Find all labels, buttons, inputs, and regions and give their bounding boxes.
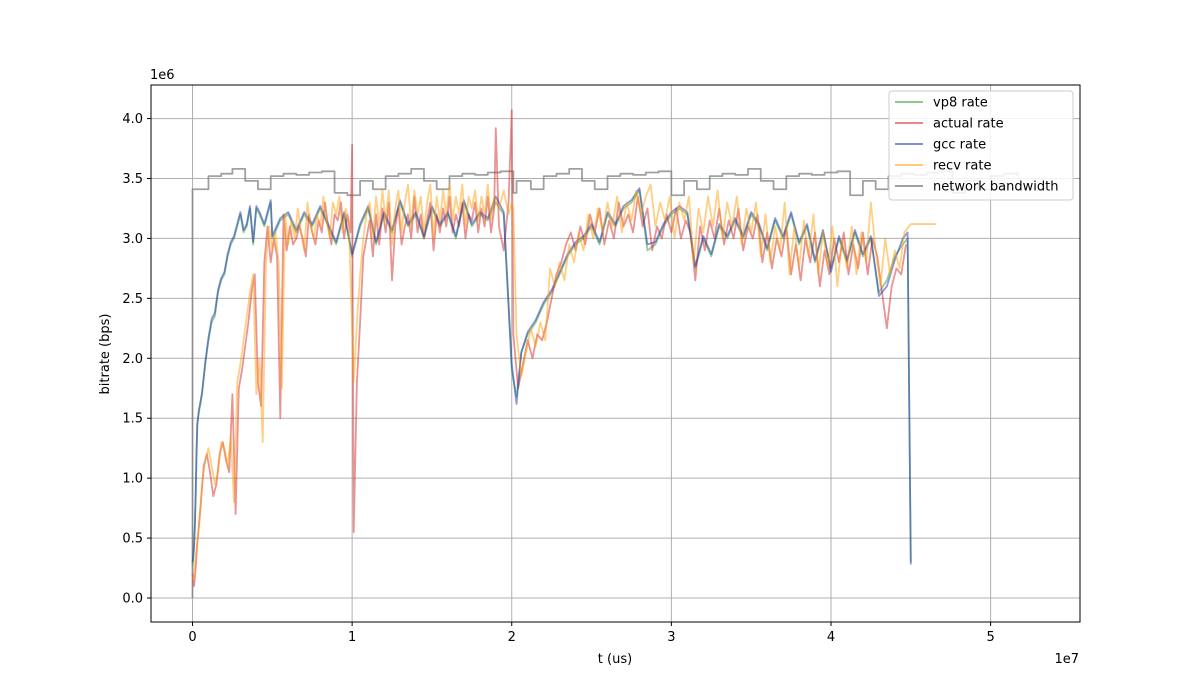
y-offset-label: 1e6	[150, 68, 175, 83]
y-tick-label: 0.0	[122, 592, 143, 607]
x-tick-label: 4	[827, 630, 835, 645]
x-tick-label: 0	[188, 630, 196, 645]
legend-label: recv rate	[933, 159, 991, 174]
x-offset-label: 1e7	[1054, 652, 1079, 667]
legend-box	[888, 90, 1074, 201]
y-axis-label: bitrate (bps)	[98, 314, 113, 395]
legend-label: actual rate	[933, 117, 1004, 132]
x-tick-label: 3	[667, 630, 675, 645]
data-series	[191, 109, 1019, 599]
y-tick-label: 0.5	[122, 532, 143, 547]
y-tick-label: 3.0	[122, 232, 143, 247]
y-tick-label: 3.5	[122, 172, 143, 187]
x-axis-label: t (us)	[598, 652, 632, 667]
x-tick-label: 1	[348, 630, 356, 645]
x-tick-label: 2	[508, 630, 516, 645]
legend-label: gcc rate	[933, 138, 986, 153]
legend-label: network bandwidth	[933, 180, 1058, 195]
series-line-network-bandwidth	[191, 168, 1019, 599]
plot-area-frame	[150, 84, 1081, 623]
y-tick-label: 1.0	[122, 472, 143, 487]
axis-ticks: 0 1 2 3 4 5 0.0 0.5 1.0 1.5 2.0 2.5 3.0 3.5 4.0	[122, 112, 994, 645]
legend-label: vp8 rate	[933, 96, 988, 111]
y-tick-label: 2.0	[122, 352, 143, 367]
legend: vp8 rate actual rate gcc rate recv rate netw…	[888, 90, 1074, 201]
series-line-recv-rate	[191, 183, 937, 581]
x-tick-label: 5	[986, 630, 994, 645]
y-tick-label: 2.5	[122, 292, 143, 307]
y-tick-label: 1.5	[122, 412, 143, 427]
y-tick-label: 4.0	[122, 112, 143, 127]
